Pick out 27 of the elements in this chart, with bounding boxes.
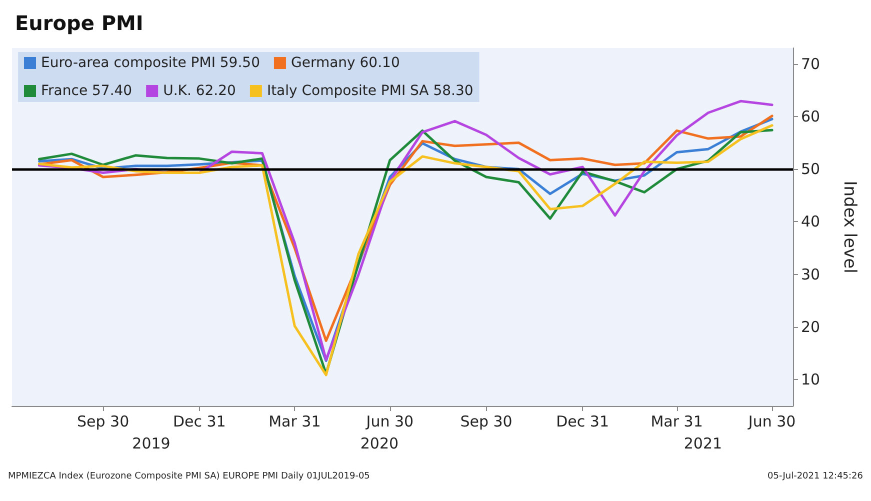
legend-label: Euro-area composite PMI 59.50 — [41, 55, 260, 71]
x2-tick-label: 2021 — [684, 434, 722, 452]
text: MPMIEZCA Index (Eurozone Composite PMI SA) EUROPE PMI Daily 01JUL2019-05 — [8, 472, 370, 482]
x2-tick-label: 2020 — [360, 434, 399, 452]
y-tick-label: 30 — [801, 265, 820, 284]
text: 05-Jul-2021 12:45:26 — [768, 472, 864, 482]
x-tick-label: Jun 30 — [365, 412, 414, 430]
x-tick-label: Sep 30 — [77, 412, 130, 430]
x-tick-label: Jun 30 — [747, 412, 796, 430]
x-tick-label: Dec 31 — [172, 412, 226, 430]
y-tick-label: 50 — [801, 160, 820, 178]
legend-label: France 57.40 — [41, 83, 132, 99]
y-tick-label: 20 — [801, 318, 820, 336]
y-axis-title: Index level — [840, 180, 860, 274]
x2-tick-label: 2019 — [132, 434, 170, 452]
chart-title: Europe PMI — [15, 11, 144, 35]
legend-label: Germany 60.10 — [290, 55, 400, 71]
x-tick-label: Mar 31 — [268, 412, 321, 430]
y-tick-label: 10 — [801, 370, 820, 389]
x-tick-label: Sep 30 — [460, 412, 512, 430]
y-tick-label: 70 — [801, 54, 820, 73]
legend-label: U.K. 62.20 — [163, 83, 236, 99]
y-tick-label: 60 — [801, 107, 820, 126]
x-tick-label: Mar 31 — [650, 412, 703, 430]
x-tick-label: Dec 31 — [556, 412, 610, 430]
y-tick-label: 40 — [801, 212, 820, 231]
legend-label: Italy Composite PMI SA 58.30 — [266, 83, 474, 99]
